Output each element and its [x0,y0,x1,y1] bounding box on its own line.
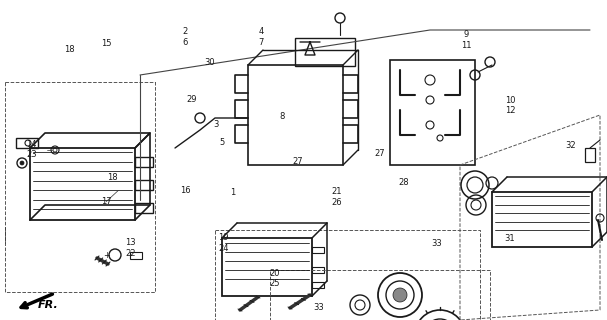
Text: 3: 3 [213,120,218,129]
Text: 13
22: 13 22 [125,238,136,258]
Text: 28: 28 [398,178,409,187]
Text: 17: 17 [101,197,112,206]
Text: 10
12: 10 12 [504,96,515,115]
Text: FR.: FR. [38,300,59,310]
Text: 33: 33 [313,303,324,312]
Text: 5: 5 [219,138,224,147]
Text: 18: 18 [107,173,118,182]
Bar [16,138,38,148]
Text: 18: 18 [64,45,75,54]
Text: 4
7: 4 7 [259,27,263,46]
Bar [295,38,355,66]
Text: 19
24: 19 24 [218,234,229,253]
Bar [312,282,324,288]
Bar [390,60,475,165]
Bar [585,148,595,162]
Text: 31: 31 [504,234,515,243]
Bar [135,180,153,190]
Text: +: + [104,252,110,260]
Bar [135,203,153,213]
Text: 29: 29 [186,95,197,104]
Text: 9
11: 9 11 [461,30,472,50]
Bar [248,65,343,165]
Text: 33: 33 [432,239,443,248]
Text: 27: 27 [374,149,385,158]
Text: 30: 30 [204,58,215,67]
Text: 1: 1 [231,188,236,196]
Text: 27: 27 [292,157,303,166]
Bar [492,192,592,247]
Bar [130,252,142,259]
Text: 16: 16 [180,186,191,195]
Text: 20
25: 20 25 [269,269,280,288]
Text: 15: 15 [101,39,112,48]
Text: 2
6: 2 6 [183,27,188,46]
Text: 8: 8 [280,112,285,121]
Bar [312,247,324,253]
Bar [135,157,153,167]
Text: 14
23: 14 23 [26,140,37,159]
Bar [30,148,135,220]
Text: 21
26: 21 26 [331,187,342,206]
Bar [312,267,324,273]
Ellipse shape [393,288,407,302]
Bar [222,238,312,296]
Ellipse shape [20,161,24,165]
Text: 32: 32 [565,141,576,150]
